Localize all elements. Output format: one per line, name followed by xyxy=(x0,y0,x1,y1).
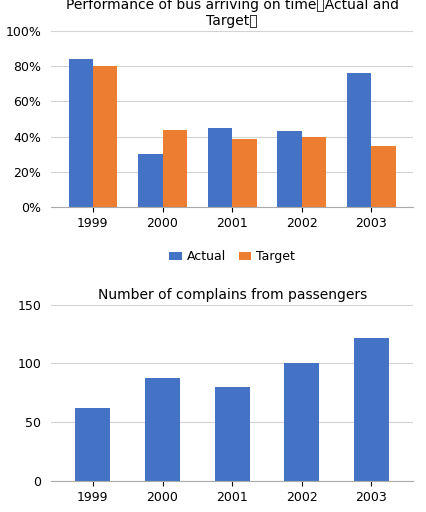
Title: Number of complains from passengers: Number of complains from passengers xyxy=(98,288,367,302)
Bar xyxy=(371,145,396,207)
Legend: Actual, Target: Actual, Target xyxy=(164,245,300,268)
Bar xyxy=(145,378,180,481)
Bar xyxy=(75,408,110,481)
Bar xyxy=(138,155,163,207)
Bar xyxy=(208,128,232,207)
Bar xyxy=(354,337,389,481)
Bar xyxy=(93,66,117,207)
Title: Performance of bus arriving on time（Actual and
Target）: Performance of bus arriving on time（Actu… xyxy=(66,0,399,28)
Bar xyxy=(69,59,93,207)
Bar xyxy=(215,387,250,481)
Bar xyxy=(163,130,187,207)
Bar xyxy=(302,137,326,207)
Bar xyxy=(347,73,371,207)
Bar xyxy=(285,364,319,481)
Bar xyxy=(232,139,256,207)
Bar xyxy=(277,132,302,207)
